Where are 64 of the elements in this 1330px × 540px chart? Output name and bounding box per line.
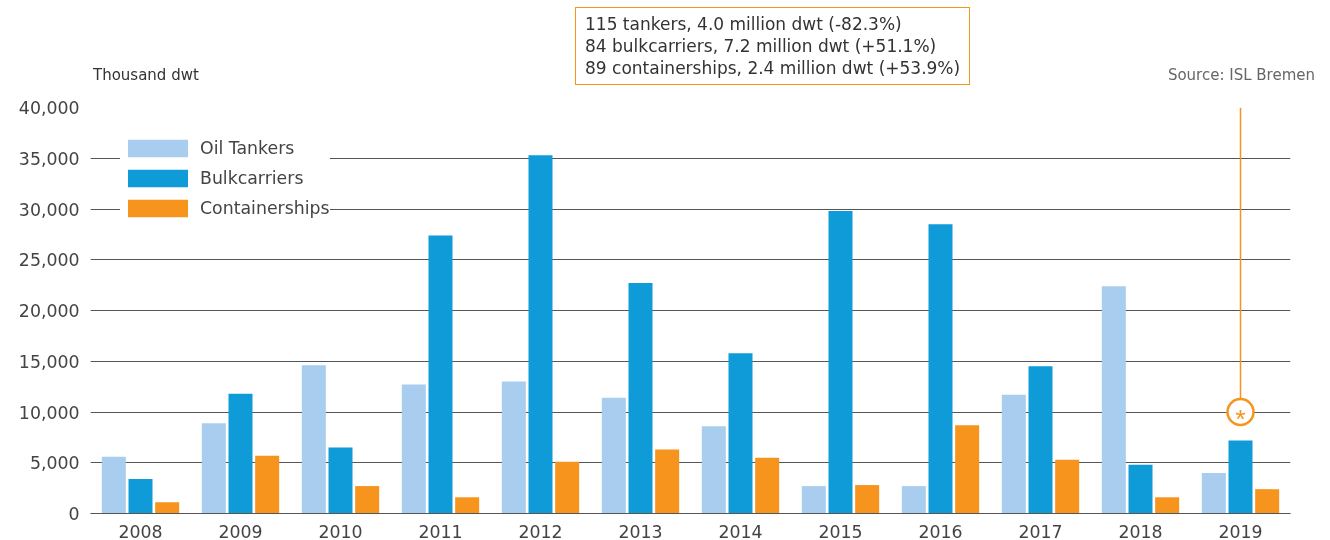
x-tick-label: 2015 <box>818 521 863 540</box>
bar <box>855 485 880 514</box>
annotation: * <box>1235 404 1246 434</box>
y-tick-label: 35,000 <box>18 148 80 169</box>
bar <box>201 423 226 514</box>
bar <box>1001 394 1026 514</box>
y-tick-label: 25,000 <box>18 250 80 271</box>
x-tick-label: 2009 <box>218 521 263 540</box>
x-tick-label: 2018 <box>1118 521 1163 540</box>
y-tick-label: 30,000 <box>18 199 80 220</box>
bar <box>728 353 753 514</box>
bar <box>1101 286 1126 514</box>
x-tick-label: 2017 <box>1018 521 1063 540</box>
bar <box>1201 472 1226 514</box>
bar <box>328 447 353 514</box>
bar <box>928 224 953 514</box>
x-tick-label: 2013 <box>618 521 663 540</box>
bar <box>355 486 380 514</box>
legend-label: Containerships <box>200 198 330 218</box>
x-tick-label: 2011 <box>418 521 463 540</box>
bar <box>455 497 480 514</box>
y-tick-label: 10,000 <box>18 402 80 423</box>
bar <box>155 502 180 514</box>
bar <box>801 486 826 514</box>
bar <box>555 461 580 514</box>
bar <box>901 486 926 514</box>
bar <box>655 449 680 514</box>
text: 115 tankers, 4.0 million dwt (-82.3%) 84 bulkcarriers, 7.2 million dwt (+51.1%) 89 containerships, 2.4 million dwt (+53.9%) <box>575 7 971 86</box>
bar <box>755 457 780 514</box>
bar <box>228 393 253 514</box>
bar <box>828 211 853 514</box>
legend-label: Oil Tankers <box>200 138 295 158</box>
bar <box>255 455 280 514</box>
bar <box>1228 440 1253 514</box>
bar <box>955 425 980 514</box>
bar <box>101 456 126 514</box>
x-tick-label: 2014 <box>718 521 763 540</box>
legend-label: Bulkcarriers <box>200 168 304 188</box>
bar <box>1255 489 1280 514</box>
bar <box>1028 366 1053 514</box>
bar <box>401 384 426 514</box>
y-tick-label: 0 <box>68 504 80 524</box>
x-tick-label: 2019 <box>1218 521 1263 540</box>
bar <box>128 478 153 514</box>
bar <box>1055 459 1080 514</box>
bar <box>1155 497 1180 514</box>
x-tick-label: 2008 <box>118 521 163 540</box>
y-tick-label: 20,000 <box>18 301 80 321</box>
x-tick-label: 2012 <box>518 521 563 540</box>
x-tick-label: 2016 <box>918 521 963 540</box>
bar <box>428 235 453 514</box>
source-note: Source: ISL Bremen <box>1167 65 1315 86</box>
bar <box>601 397 626 514</box>
bar <box>501 381 526 514</box>
bar <box>628 283 653 514</box>
bar <box>1128 464 1153 514</box>
bar <box>301 365 326 514</box>
x-tick-label: 2010 <box>318 521 363 540</box>
y-axis-title: Thousand dwt <box>93 65 199 86</box>
y-tick-label: 5,000 <box>29 453 80 474</box>
bar <box>701 426 726 514</box>
bar <box>528 155 553 514</box>
y-tick-label: 15,000 <box>18 351 80 372</box>
y-tick-label: 40,000 <box>18 98 80 118</box>
